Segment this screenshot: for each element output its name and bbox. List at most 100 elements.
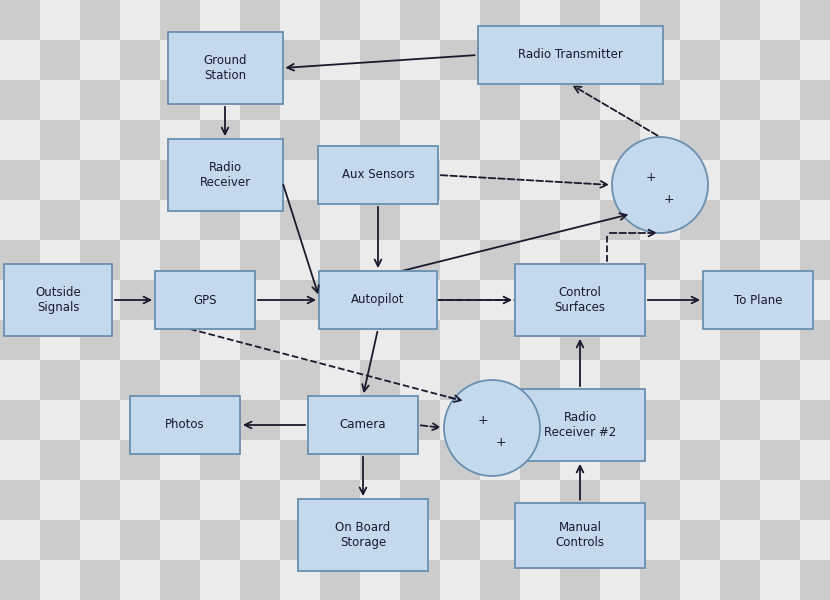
Bar [240,160,280,200]
Bar [480,280,520,320]
Bar [360,0,400,40]
Bar [480,360,520,400]
Bar [0,0,40,40]
Bar [80,360,120,400]
Bar [800,0,830,40]
Bar [760,40,800,80]
Bar [320,120,360,160]
Bar [680,160,720,200]
Bar [440,520,480,560]
Bar [560,400,600,440]
Bar [760,240,800,280]
Bar [40,200,80,240]
Bar [600,200,640,240]
Bar [800,560,830,600]
Bar [680,520,720,560]
Bar [560,40,600,80]
Bar [480,440,520,480]
Bar [0,160,40,200]
Bar [0,480,40,520]
Bar [200,160,240,200]
Bar [800,200,830,240]
Bar [280,480,320,520]
Bar [480,520,520,560]
Bar [0,560,40,600]
Bar [760,520,800,560]
Bar [480,240,520,280]
Bar [40,0,80,40]
Text: Outside
Signals: Outside Signals [35,286,81,314]
Bar [40,160,80,200]
FancyBboxPatch shape [4,264,112,336]
Bar [440,280,480,320]
Bar [760,200,800,240]
Bar [400,560,440,600]
FancyBboxPatch shape [308,396,418,454]
Bar [600,160,640,200]
Bar [160,120,200,160]
Bar [320,0,360,40]
Bar [400,160,440,200]
Bar [240,440,280,480]
Bar [280,280,320,320]
Bar [280,320,320,360]
Bar [520,40,560,80]
Bar [400,0,440,40]
Bar [0,80,40,120]
Bar [680,240,720,280]
Text: Manual
Controls: Manual Controls [555,521,604,549]
Bar [240,200,280,240]
Bar [200,320,240,360]
Bar [0,280,40,320]
Text: Control
Surfaces: Control Surfaces [554,286,606,314]
Bar [160,560,200,600]
Bar [0,520,40,560]
Bar [40,40,80,80]
Bar [640,0,680,40]
Bar [80,160,120,200]
Bar [0,400,40,440]
Bar [80,200,120,240]
Bar [520,360,560,400]
Bar [760,480,800,520]
Bar [80,240,120,280]
Bar [720,440,760,480]
FancyBboxPatch shape [168,32,282,104]
Circle shape [444,380,540,476]
Bar [200,480,240,520]
Bar [160,0,200,40]
Bar [560,0,600,40]
Bar [360,240,400,280]
Bar [800,520,830,560]
Bar [520,120,560,160]
Bar [280,0,320,40]
Bar [720,0,760,40]
Bar [480,120,520,160]
Bar [360,360,400,400]
Bar [680,40,720,80]
Bar [440,240,480,280]
Bar [480,560,520,600]
Bar [80,0,120,40]
Bar [480,160,520,200]
Bar [40,440,80,480]
Bar [280,40,320,80]
Bar [600,560,640,600]
Bar [560,360,600,400]
Bar [320,160,360,200]
Bar [240,360,280,400]
Bar [200,560,240,600]
Bar [360,320,400,360]
Bar [440,160,480,200]
Bar [360,280,400,320]
Bar [440,440,480,480]
Bar [160,480,200,520]
Bar [400,320,440,360]
Bar [160,160,200,200]
Bar [360,80,400,120]
Bar [520,520,560,560]
Bar [600,360,640,400]
Bar [640,520,680,560]
Bar [760,280,800,320]
Bar [240,320,280,360]
